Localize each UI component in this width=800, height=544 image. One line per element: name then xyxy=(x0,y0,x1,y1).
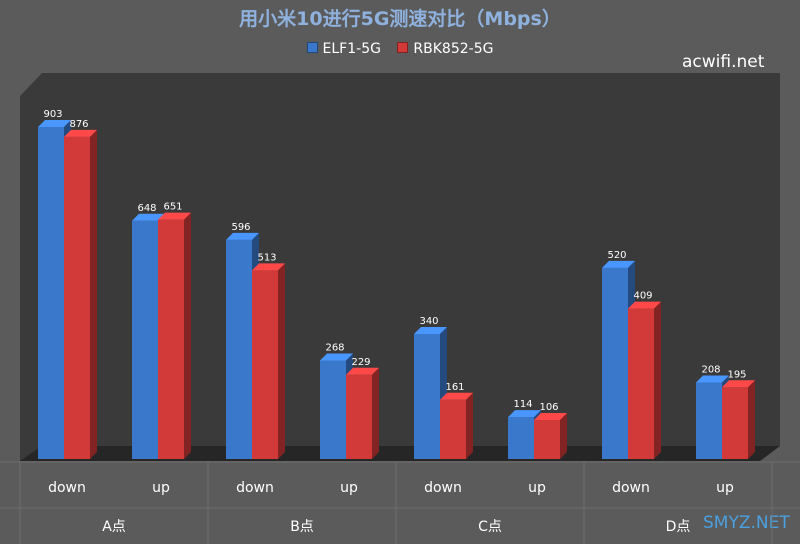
bar-value-label: 903 xyxy=(43,109,62,120)
bar-value-label: 114 xyxy=(513,399,532,410)
bar-value-label: 106 xyxy=(539,402,558,413)
bar-top xyxy=(534,413,567,421)
bar-elf1-5g-up-D点 xyxy=(696,382,722,459)
bar-elf1-5g-down-A点 xyxy=(38,127,64,459)
bar-elf1-5g-up-C点 xyxy=(508,417,534,459)
group-label: B点 xyxy=(290,519,314,535)
bar-top xyxy=(38,120,71,127)
bar-side xyxy=(278,263,285,459)
plot-floor xyxy=(20,446,780,461)
legend-swatch-elf1 xyxy=(306,42,318,53)
bar-top xyxy=(440,392,473,400)
bar-top xyxy=(414,326,447,334)
category-tick-label: down xyxy=(612,480,650,496)
bar-rbk852-5g-down-B点 xyxy=(252,270,278,459)
category-tick-label: up xyxy=(528,480,546,496)
category-tick-label: up xyxy=(340,480,358,496)
bar-rbk852-5g-down-A点 xyxy=(64,136,90,459)
bar-side xyxy=(184,212,191,459)
category-tick-label: up xyxy=(716,480,734,496)
bar-top xyxy=(64,129,97,137)
bar-top xyxy=(602,260,635,268)
group-label: A点 xyxy=(102,519,126,535)
chart-legend: ELF1-5G RBK852-5G xyxy=(0,41,800,57)
bar-rbk852-5g-down-C点 xyxy=(440,399,466,459)
bar-rbk852-5g-up-B点 xyxy=(346,374,372,459)
legend-item-rbk852: RBK852-5G xyxy=(397,41,493,57)
bar-value-label: 648 xyxy=(137,203,156,214)
legend-swatch-rbk852 xyxy=(397,42,409,53)
bar-value-label: 208 xyxy=(701,365,720,376)
bar-value-label: 596 xyxy=(231,222,250,233)
bar-rbk852-5g-up-D点 xyxy=(722,387,748,459)
bar-value-label: 268 xyxy=(325,342,344,353)
category-tick-label: down xyxy=(424,480,462,496)
bar-side xyxy=(372,367,379,459)
bar-elf1-5g-up-B点 xyxy=(320,360,346,459)
category-tick-label: down xyxy=(236,480,274,496)
bar-side xyxy=(90,129,97,459)
bar-top xyxy=(346,367,379,375)
bar-top xyxy=(696,375,729,383)
bar-top xyxy=(226,232,259,240)
bar-elf1-5g-down-C点 xyxy=(414,333,440,459)
bar-elf1-5g-down-D点 xyxy=(602,267,628,459)
bar-top xyxy=(158,212,191,220)
bar-side xyxy=(560,413,567,459)
bar-rbk852-5g-up-C点 xyxy=(534,420,560,459)
legend-item-elf1: ELF1-5G xyxy=(306,41,381,57)
chart-title: 用小米10进行5G测速对比（Mbps） xyxy=(239,8,561,30)
bar-value-label: 409 xyxy=(633,291,652,302)
bar-top xyxy=(508,410,541,418)
bar-top xyxy=(252,263,285,271)
bar-top xyxy=(132,213,165,221)
bar-side xyxy=(466,392,473,459)
bar-side xyxy=(748,380,755,459)
group-label: C点 xyxy=(478,519,502,535)
bar-elf1-5g-down-B点 xyxy=(226,239,252,459)
bar-value-label: 229 xyxy=(351,357,370,368)
bar-value-label: 340 xyxy=(419,316,438,327)
bar-elf1-5g-up-A点 xyxy=(132,220,158,459)
bar-value-label: 520 xyxy=(607,250,626,261)
bar-side xyxy=(654,301,661,459)
category-tick-label: down xyxy=(48,480,86,496)
bar-value-label: 161 xyxy=(445,382,464,393)
watermark-smyz: SMYZ.NET xyxy=(703,513,790,533)
legend-label-rbk852: RBK852-5G xyxy=(413,41,494,57)
bar-value-label: 513 xyxy=(257,252,276,263)
bar-value-label: 876 xyxy=(69,119,88,130)
group-label: D点 xyxy=(666,519,691,535)
legend-label-elf1: ELF1-5G xyxy=(322,41,381,57)
bar-value-label: 651 xyxy=(163,202,182,213)
bar-value-label: 195 xyxy=(727,369,746,380)
plot-back-wall xyxy=(20,73,780,461)
bar-rbk852-5g-down-D点 xyxy=(628,308,654,459)
bar-rbk852-5g-up-A点 xyxy=(158,219,184,459)
bar-top xyxy=(722,380,755,388)
bar-top xyxy=(628,301,661,309)
bar-top xyxy=(320,353,353,361)
category-tick-label: up xyxy=(152,480,170,496)
watermark-acwifi: acwifi.net xyxy=(682,52,765,72)
